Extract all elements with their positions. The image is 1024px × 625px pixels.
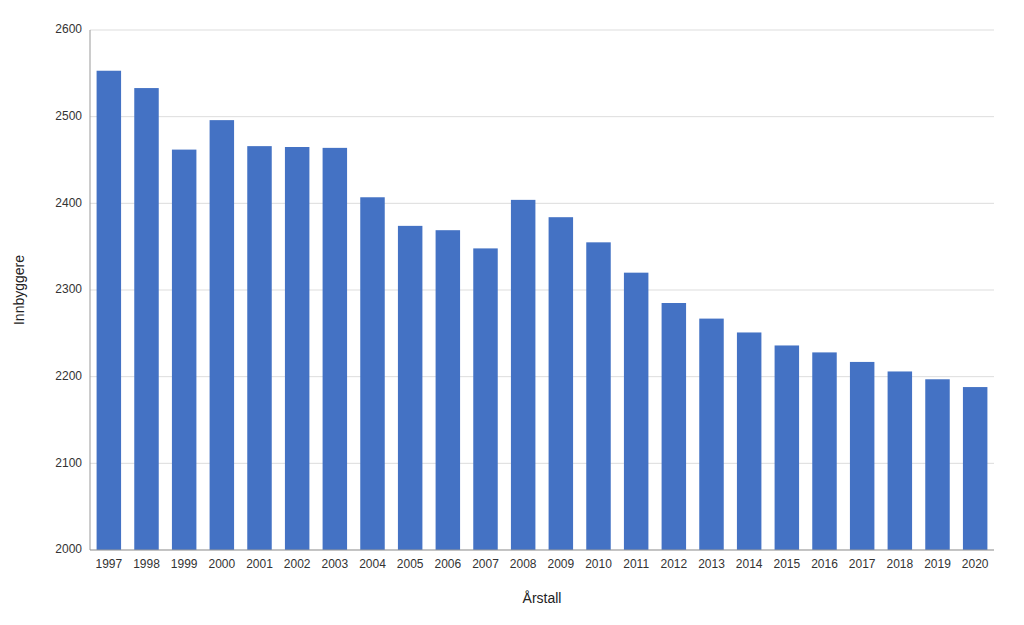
chart-container: 2000 2100 2200 2300 2400 2500 2600 1997 1998 1999… bbox=[0, 0, 1024, 625]
x-tick-label: 2013 bbox=[698, 557, 725, 571]
bar bbox=[97, 71, 121, 550]
bar bbox=[511, 200, 535, 550]
y-tick-label: 2100 bbox=[55, 456, 82, 470]
y-tick-label: 2400 bbox=[55, 196, 82, 210]
bar bbox=[134, 88, 158, 550]
y-axis-label: Innbyggere bbox=[11, 255, 27, 325]
x-tick-label: 2020 bbox=[962, 557, 989, 571]
bar bbox=[436, 230, 460, 550]
x-tick-label: 2018 bbox=[886, 557, 913, 571]
x-tick-label: 2012 bbox=[660, 557, 687, 571]
x-tick-label: 2019 bbox=[924, 557, 951, 571]
y-ticks: 2000 2100 2200 2300 2400 2500 2600 bbox=[55, 22, 82, 556]
bar bbox=[398, 226, 422, 550]
bar bbox=[624, 273, 648, 550]
y-tick-label: 2300 bbox=[55, 282, 82, 296]
bar bbox=[737, 332, 761, 550]
x-tick-label: 2003 bbox=[321, 557, 348, 571]
bar bbox=[323, 148, 347, 550]
y-tick-label: 2200 bbox=[55, 369, 82, 383]
bar bbox=[699, 319, 723, 550]
x-ticks: 1997 1998 1999 2000 2001 2002 2003 2004 2005 2006… bbox=[95, 557, 988, 571]
x-tick-label: 2010 bbox=[585, 557, 612, 571]
grid-line bbox=[90, 116, 994, 117]
x-tick-label: 2017 bbox=[849, 557, 876, 571]
bar bbox=[850, 362, 874, 550]
x-tick-label: 1998 bbox=[133, 557, 160, 571]
x-tick-label: 2004 bbox=[359, 557, 386, 571]
bar bbox=[925, 379, 949, 550]
x-tick-label: 2002 bbox=[284, 557, 311, 571]
x-tick-label: 2005 bbox=[397, 557, 424, 571]
x-tick-label: 2015 bbox=[773, 557, 800, 571]
bars bbox=[97, 71, 988, 550]
y-tick-label: 2600 bbox=[55, 22, 82, 36]
bar bbox=[888, 371, 912, 550]
grid-line bbox=[90, 550, 994, 551]
bar bbox=[473, 248, 497, 550]
x-tick-label: 2011 bbox=[623, 557, 649, 571]
bar bbox=[247, 146, 271, 550]
chart: 2000 2100 2200 2300 2400 2500 2600 1997 1998 1999… bbox=[0, 0, 1024, 625]
x-tick-label: 2008 bbox=[510, 557, 537, 571]
x-tick-label: 2001 bbox=[246, 557, 273, 571]
y-tick-label: 2500 bbox=[55, 109, 82, 123]
bar bbox=[775, 345, 799, 550]
x-tick-label: 1999 bbox=[171, 557, 198, 571]
x-tick-label: 2016 bbox=[811, 557, 838, 571]
grid-line bbox=[90, 30, 994, 31]
x-axis-label: Årstall bbox=[523, 590, 562, 606]
x-tick-label: 1997 bbox=[95, 557, 122, 571]
x-axis-line bbox=[90, 550, 994, 551]
x-tick-label: 2006 bbox=[434, 557, 461, 571]
bar bbox=[360, 197, 384, 550]
y-axis-line bbox=[90, 30, 91, 550]
bar bbox=[812, 352, 836, 550]
x-tick-label: 2000 bbox=[208, 557, 235, 571]
x-tick-label: 2014 bbox=[736, 557, 763, 571]
y-tick-label: 2000 bbox=[55, 542, 82, 556]
x-tick-label: 2007 bbox=[472, 557, 499, 571]
bar bbox=[586, 242, 610, 550]
bar bbox=[963, 387, 987, 550]
bar bbox=[662, 303, 686, 550]
bar bbox=[210, 120, 234, 550]
bar bbox=[172, 150, 196, 550]
x-tick-label: 2009 bbox=[547, 557, 574, 571]
bar bbox=[549, 217, 573, 550]
bar bbox=[285, 147, 309, 550]
